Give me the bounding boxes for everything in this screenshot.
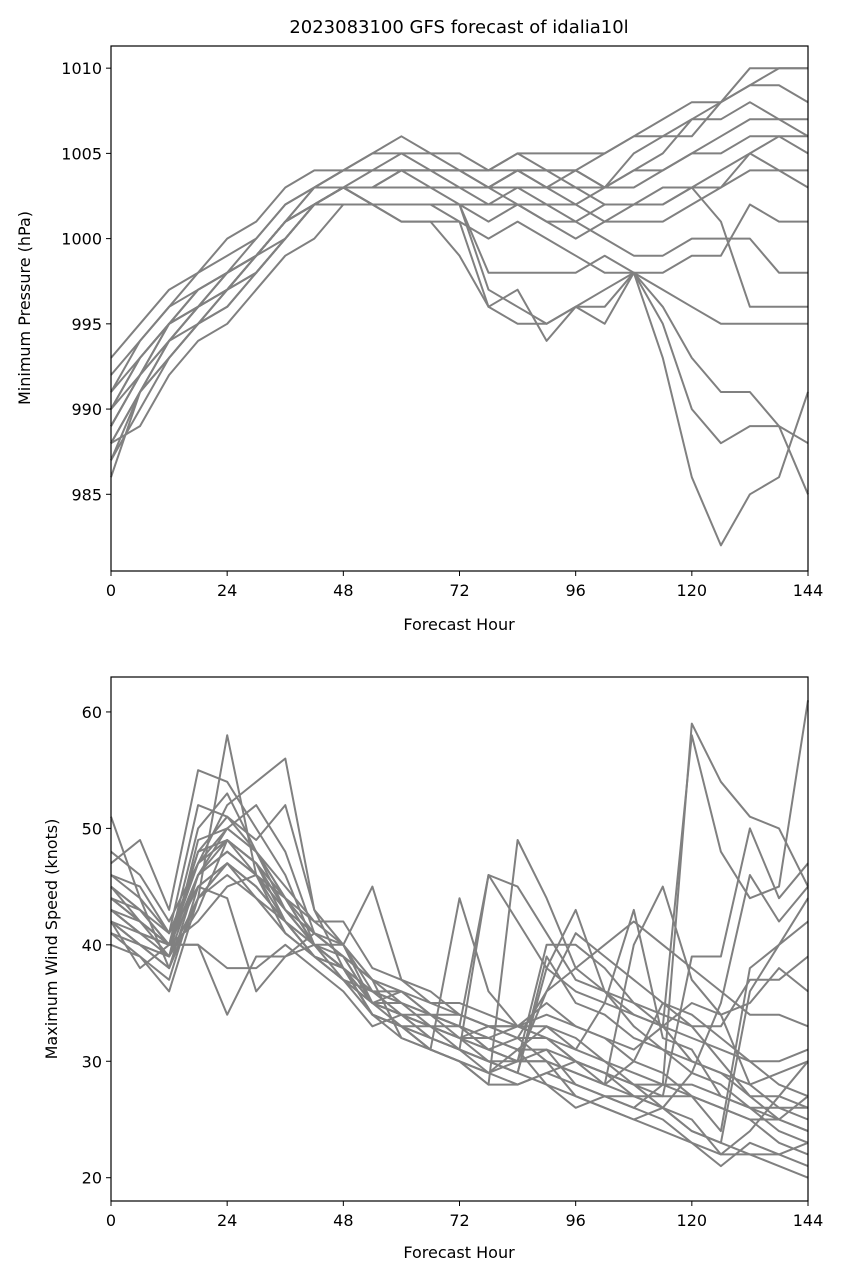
pressure-y-axis-label: Minimum Pressure (hPa) bbox=[15, 211, 34, 405]
pressure-x-tick-label: 72 bbox=[449, 581, 469, 600]
pressure-y-tick-label: 1005 bbox=[61, 144, 102, 163]
pressure-x-tick-label: 96 bbox=[565, 581, 585, 600]
wind-y-tick-label: 50 bbox=[82, 819, 102, 838]
wind-y-axis-label: Maximum Wind Speed (knots) bbox=[42, 819, 61, 1060]
pressure-y-tick-label: 985 bbox=[71, 485, 102, 504]
wind-y-tick-label: 20 bbox=[82, 1169, 102, 1188]
pressure-x-axis-label: Forecast Hour bbox=[403, 615, 515, 634]
wind-series-line-19 bbox=[110, 850, 809, 1063]
pressure-x-tick-label: 120 bbox=[677, 581, 708, 600]
pressure-x-tick-label: 48 bbox=[333, 581, 353, 600]
wind-x-tick-label: 0 bbox=[106, 1211, 116, 1230]
wind-x-tick-label: 72 bbox=[449, 1211, 469, 1230]
wind-ticks: 0 24 48 72 96 120 144 20 30 40 50 60 bbox=[82, 703, 824, 1230]
pressure-x-tick-label: 0 bbox=[106, 581, 116, 600]
wind-axes-frame bbox=[110, 676, 809, 1202]
wind-x-tick-label: 120 bbox=[677, 1211, 708, 1230]
pressure-x-tick-label: 144 bbox=[793, 581, 824, 600]
wind-x-tick-label: 24 bbox=[217, 1211, 237, 1230]
wind-series-group bbox=[110, 700, 809, 1179]
wind-series-line-24 bbox=[110, 862, 808, 1109]
figure-title: 2023083100 GFS forecast of idalia10l bbox=[289, 17, 628, 38]
pressure-x-tick-label: 24 bbox=[217, 581, 237, 600]
pressure-axes-frame bbox=[110, 45, 809, 572]
wind-x-tick-label: 144 bbox=[793, 1211, 824, 1230]
pressure-y-tick-label: 990 bbox=[71, 400, 102, 419]
wind-x-tick-label: 96 bbox=[565, 1211, 585, 1230]
pressure-series-line-16 bbox=[110, 203, 809, 445]
pressure-y-tick-label: 1010 bbox=[61, 59, 102, 78]
wind-x-tick-label: 48 bbox=[333, 1211, 353, 1230]
pressure-ticks: 0 24 48 72 96 120 144 985 990 995 1000 1005 1010 bbox=[61, 59, 823, 600]
wind-y-tick-label: 40 bbox=[82, 936, 102, 955]
pressure-series-line-14 bbox=[110, 186, 809, 495]
wind-x-axis-label: Forecast Hour bbox=[403, 1243, 515, 1262]
wind-y-tick-label: 30 bbox=[82, 1052, 102, 1071]
pressure-series-group bbox=[110, 67, 809, 547]
pressure-panel: 2023083100 GFS forecast of idalia10l 0 24… bbox=[15, 17, 823, 634]
pressure-y-tick-label: 995 bbox=[71, 315, 102, 334]
wind-series-line-23 bbox=[110, 839, 809, 1121]
wind-series-line-22 bbox=[110, 827, 809, 1121]
wind-series-line-14 bbox=[110, 874, 809, 1098]
pressure-y-tick-label: 1000 bbox=[61, 230, 102, 249]
wind-y-tick-label: 60 bbox=[82, 703, 102, 722]
